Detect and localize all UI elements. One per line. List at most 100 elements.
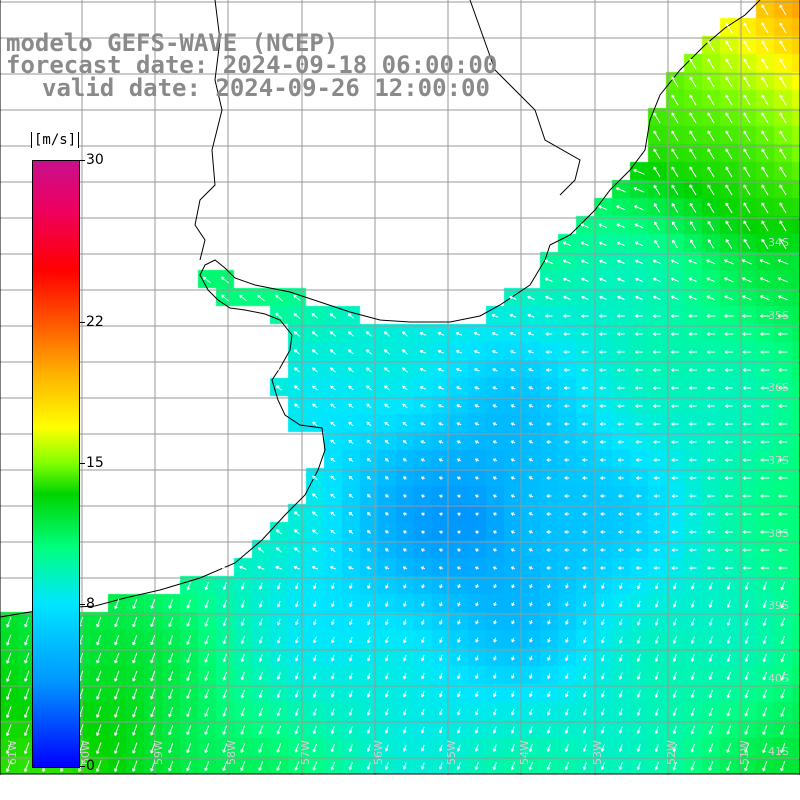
wind-arrow: [528, 440, 534, 444]
wind-arrow: [689, 76, 697, 88]
wind-arrow: [330, 493, 336, 499]
wind-arrow: [741, 277, 752, 283]
wind-arrow: [293, 547, 300, 553]
wind-arrow: [618, 654, 623, 662]
wind-arrow: [688, 332, 698, 336]
wind-arrow: [779, 166, 787, 178]
wind-arrow: [672, 654, 677, 662]
wind-arrow: [221, 565, 229, 570]
wind-arrow: [312, 708, 317, 716]
wind-arrow: [510, 726, 515, 734]
wind-arrow: [24, 634, 30, 646]
wind-arrow: [511, 619, 515, 625]
wind-arrow: [546, 512, 552, 516]
wind-arrow: [600, 512, 606, 516]
wind-arrow: [528, 422, 534, 426]
wind-arrow: [168, 760, 174, 772]
wind-arrow: [634, 205, 644, 211]
wind-arrow: [706, 386, 715, 390]
wind-arrow: [528, 476, 534, 480]
wind-arrow: [707, 458, 715, 462]
wind-arrow: [439, 619, 443, 625]
wind-arrow: [403, 476, 407, 480]
wind-arrow: [600, 476, 606, 480]
wind-arrow: [510, 476, 516, 480]
wind-arrow: [493, 530, 497, 534]
wind-arrow: [635, 277, 643, 282]
wind-arrow: [492, 368, 498, 372]
wind-arrow: [726, 743, 732, 753]
wind-arrow: [707, 40, 715, 52]
longitude-label: 60W: [79, 740, 92, 765]
wind-arrow: [635, 386, 643, 390]
wind-arrow: [635, 404, 643, 408]
wind-arrow: [780, 635, 785, 645]
longitude-label: 52W: [665, 740, 678, 765]
wind-arrow: [615, 187, 626, 193]
wind-arrow: [24, 652, 30, 664]
wind-arrow: [671, 94, 679, 106]
wind-arrow: [366, 421, 372, 427]
wind-arrow: [653, 295, 661, 300]
wind-arrow: [726, 654, 731, 662]
wind-arrow: [366, 726, 371, 734]
wind-arrow: [295, 600, 299, 608]
wind-arrow: [759, 277, 770, 283]
wind-arrow: [132, 634, 138, 646]
wind-arrow: [598, 241, 607, 247]
wind-arrow: [240, 636, 245, 645]
wind-arrow: [96, 760, 102, 772]
wind-arrow: [510, 512, 516, 516]
wind-arrow: [275, 312, 283, 320]
wind-arrow: [419, 368, 427, 372]
wind-arrow: [6, 742, 12, 754]
wind-arrow: [547, 619, 551, 625]
wind-arrow: [600, 672, 605, 680]
wind-arrow: [331, 636, 335, 644]
wind-arrow: [24, 616, 30, 628]
wind-arrow: [617, 440, 624, 444]
wind-arrow: [761, 76, 769, 88]
wind-arrow: [6, 670, 12, 682]
wind-arrow: [348, 547, 354, 553]
wind-arrow: [421, 583, 425, 589]
wind-arrow: [582, 548, 588, 552]
wind-arrow: [762, 671, 767, 681]
wind-arrow: [565, 583, 569, 589]
wind-arrow: [726, 636, 731, 644]
wind-arrow: [724, 548, 733, 552]
wind-arrow: [723, 259, 734, 265]
wind-arrow: [403, 601, 407, 607]
wind-arrow: [564, 566, 570, 570]
wind-arrow: [636, 726, 641, 734]
wind-arrow: [724, 476, 733, 480]
wind-arrow: [366, 548, 372, 552]
wind-arrow: [742, 350, 752, 354]
wind-arrow: [96, 634, 102, 646]
wind-arrow: [600, 726, 605, 734]
wind-arrow: [599, 368, 607, 372]
wind-arrow: [742, 404, 751, 408]
wind-arrow: [672, 582, 677, 590]
longitude-label: 58W: [225, 740, 238, 765]
wind-arrow: [600, 708, 605, 716]
wind-arrow: [294, 725, 299, 735]
wind-arrow: [636, 618, 641, 626]
wind-arrow: [689, 148, 697, 160]
wind-arrow: [24, 706, 30, 718]
wind-arrow: [778, 530, 788, 534]
wind-arrow: [616, 205, 626, 211]
wind-arrow: [276, 582, 281, 590]
wind-arrow: [474, 404, 480, 408]
wind-arrow: [762, 689, 767, 699]
wind-arrow: [312, 475, 318, 481]
wind-arrow: [690, 743, 695, 753]
wind-arrow: [724, 422, 733, 426]
wind-arrow: [617, 314, 625, 318]
wind-arrow: [348, 403, 354, 409]
wind-arrow: [707, 94, 715, 106]
wind-arrow: [330, 726, 335, 735]
wind-arrow: [707, 530, 715, 534]
wind-arrow: [437, 386, 444, 390]
wind-arrow: [778, 368, 788, 372]
